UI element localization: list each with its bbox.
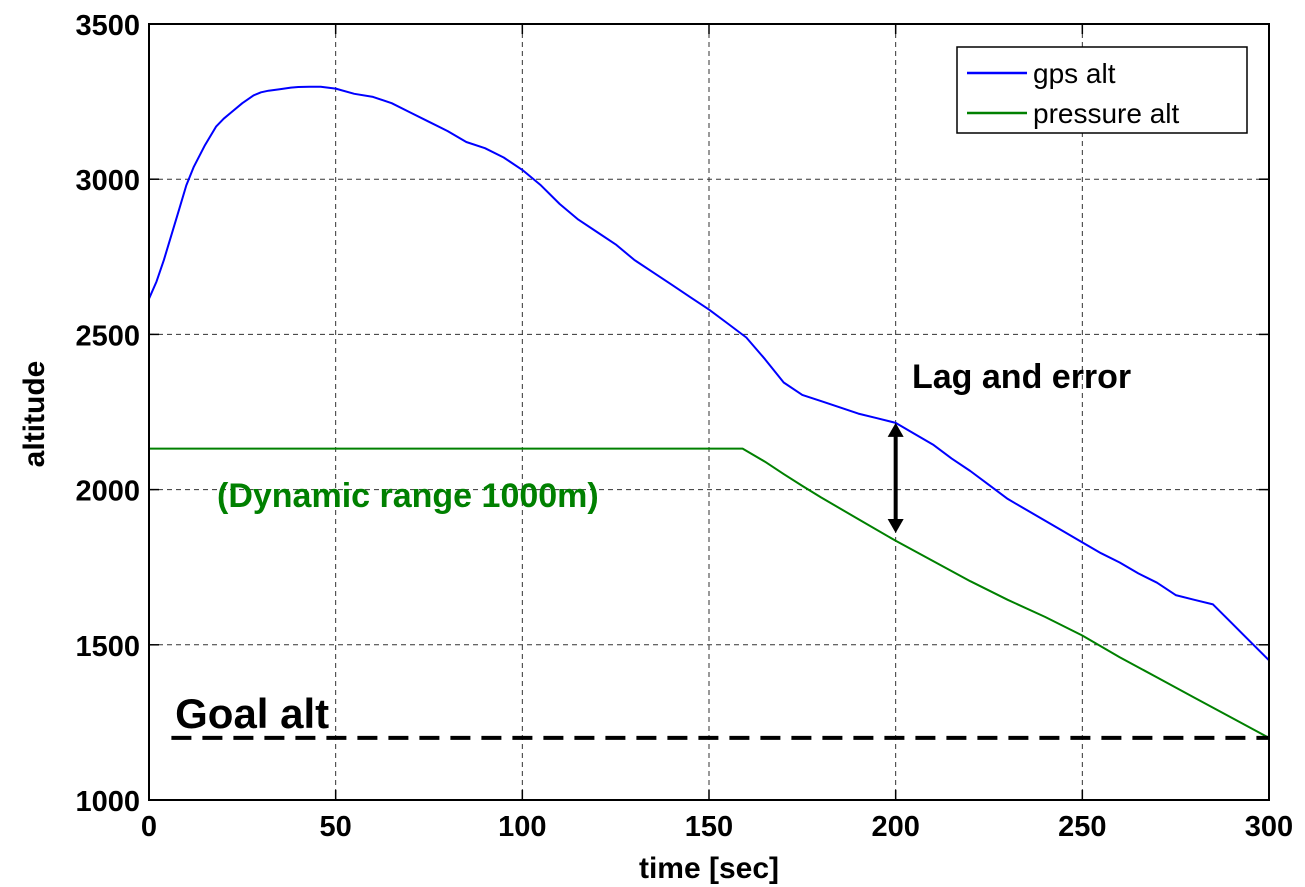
axis-ticks: 0 50 100 150 200 250 300 1000 1500 2000 2500 3000 35… xyxy=(75,10,1293,843)
y-tick-label: 2500 xyxy=(75,320,140,352)
x-tick-label: 100 xyxy=(498,811,546,843)
legend-box xyxy=(956,46,1248,134)
y-tick-label: 2000 xyxy=(75,476,140,508)
y-tick-label: 1000 xyxy=(75,786,140,818)
legend-entry-pressure-alt: pressure alt xyxy=(1033,98,1180,129)
x-tick-label: 150 xyxy=(685,811,733,843)
x-tick-label: 300 xyxy=(1245,811,1293,843)
legend-entry-gps-alt: gps alt xyxy=(1033,58,1116,89)
y-tick-label: 3000 xyxy=(75,165,140,197)
error-arrow-head-up xyxy=(887,422,904,437)
goal-alt-label: Goal alt xyxy=(175,690,329,737)
x-tick-label: 250 xyxy=(1058,811,1106,843)
dynamic-range-label: (Dynamic range 1000m) xyxy=(217,477,599,515)
legend: gps alt pressure alt xyxy=(956,46,1248,134)
x-tick-label: 50 xyxy=(320,811,352,843)
x-tick-label: 200 xyxy=(871,811,919,843)
error-arrow-head-down xyxy=(887,519,904,534)
y-tick-label: 1500 xyxy=(75,631,140,663)
grid xyxy=(149,24,1269,800)
lag-error-label: Lag and error xyxy=(912,358,1131,396)
x-axis-label: time [sec] xyxy=(639,852,779,885)
x-tick-label: 0 xyxy=(141,811,157,843)
series-line-gps-alt xyxy=(148,85,1270,662)
y-tick-label: 3500 xyxy=(75,10,140,42)
series-line-pressure-alt xyxy=(149,447,1270,739)
y-axis-label: altitude xyxy=(18,361,51,468)
series-lines xyxy=(148,85,1270,740)
annotations: Goal alt Lag and error (Dynamic range 10… xyxy=(175,358,1131,737)
